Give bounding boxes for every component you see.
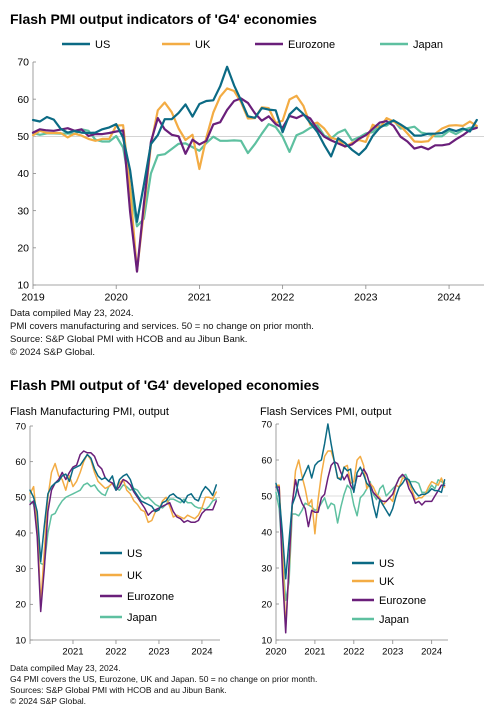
chart2-note-3: Sources: S&P Global PMI with HCOB and au… bbox=[10, 685, 227, 695]
chart3-title: Flash Services PMI, output bbox=[260, 406, 391, 418]
chart3-x-tick-label-2020: 2020 bbox=[265, 647, 286, 658]
chart1-plot: 10 20 30 40 50 60 70 2019 2020 2021 2022 2023 2024 bbox=[17, 57, 484, 304]
chart1-x-tick-label-2021: 2021 bbox=[188, 292, 212, 304]
chart2-y-tick-label-50: 50 bbox=[15, 493, 26, 504]
chart1-legend-label-japan: Japan bbox=[413, 39, 443, 51]
chart2-x-tick-label-2022: 2022 bbox=[105, 647, 126, 658]
chart1-title: Flash PMI output indicators of 'G4' econ… bbox=[10, 11, 317, 27]
chart1-note-3: Source: S&P Global PMI with HCOB and au … bbox=[10, 334, 248, 345]
chart2-y-tick-label-30: 30 bbox=[15, 564, 26, 575]
chart1-legend-label-eurozone: Eurozone bbox=[288, 39, 335, 51]
chart3-legend-label-us: US bbox=[379, 558, 394, 570]
chart2-x-tick-label-2021: 2021 bbox=[62, 647, 83, 658]
chart1-note-2: PMI covers manufacturing and services. 5… bbox=[10, 321, 314, 332]
chart2-y-tick-label-70: 70 bbox=[15, 421, 26, 432]
chart3-legend-label-eurozone: Eurozone bbox=[379, 595, 426, 607]
chart2-legend-label-uk: UK bbox=[127, 570, 143, 582]
chart2-y-tick-label-60: 60 bbox=[15, 457, 26, 468]
chart1-y-tick-label-10: 10 bbox=[17, 280, 29, 292]
chart1-legend-label-us: US bbox=[95, 39, 110, 51]
chart2-y-tick-label-10: 10 bbox=[15, 635, 26, 646]
chart1-y-tick-label-20: 20 bbox=[17, 243, 29, 255]
chart1-notes: Data compiled May 23, 2024. PMI covers m… bbox=[10, 307, 314, 359]
chart1-x-tick-label-2023: 2023 bbox=[354, 292, 378, 304]
chart2-note-1: Data compiled May 23, 2024. bbox=[10, 663, 121, 673]
chart2-title: Flash Manufacturing PMI, output bbox=[10, 406, 169, 418]
chart3-y-tick-label-20: 20 bbox=[261, 599, 272, 610]
chart2-notes: Data compiled May 23, 2024. G4 PMI cover… bbox=[10, 663, 317, 707]
chart1-legend: US UK Eurozone Japan bbox=[62, 39, 443, 51]
chart2-note-4: © 2024 S&P Global. bbox=[10, 696, 87, 706]
chart2-x-tick-label-2024: 2024 bbox=[191, 647, 212, 658]
chart1: 10 20 30 40 50 60 70 2019 2020 2021 2022 2023 2024 US… bbox=[17, 39, 484, 304]
chart2-y-tick-label-40: 40 bbox=[15, 528, 26, 539]
chart2-note-2: G4 PMI covers the US, Eurozone, UK and J… bbox=[10, 674, 318, 684]
chart3-series-uk bbox=[275, 450, 446, 629]
chart1-x-tick-label-2020: 2020 bbox=[105, 292, 129, 304]
chart1-x-tick-label-2024: 2024 bbox=[437, 292, 461, 304]
chart2-series-us bbox=[29, 453, 218, 563]
chart3-plot: 10 20 30 40 50 60 70 2020 2021 2022 2023 2024 bbox=[261, 419, 448, 658]
chart3-legend: US UK Eurozone Japan bbox=[352, 558, 426, 626]
chart2-manufacturing: 10 20 30 40 50 60 70 2021 2022 2023 2024 US UK Eurozo… bbox=[10, 406, 220, 658]
chart2-series-eurozone bbox=[29, 450, 218, 613]
chart1-y-tick-label-60: 60 bbox=[17, 94, 29, 106]
chart3-y-tick-label-40: 40 bbox=[261, 527, 272, 538]
chart3-x-tick-label-2023: 2023 bbox=[382, 647, 403, 658]
chart3-y-tick-label-30: 30 bbox=[261, 563, 272, 574]
chart1-series-us bbox=[31, 65, 478, 223]
chart3-y-tick-label-70: 70 bbox=[261, 419, 272, 430]
chart1-y-tick-label-30: 30 bbox=[17, 205, 29, 217]
chart3-legend-label-uk: UK bbox=[379, 576, 395, 588]
chart1-y-tick-label-50: 50 bbox=[17, 131, 29, 143]
chart3-series-eurozone bbox=[275, 461, 446, 634]
chart3-services: 10 20 30 40 50 60 70 2020 2021 2022 2023 2024 US UK Eu… bbox=[260, 406, 448, 658]
chart2-legend-label-eurozone: Eurozone bbox=[127, 591, 174, 603]
chart3-y-tick-label-60: 60 bbox=[261, 455, 272, 466]
chart3-x-tick-label-2021: 2021 bbox=[304, 647, 325, 658]
chart1-y-tick-label-70: 70 bbox=[17, 57, 29, 69]
section2-title: Flash PMI output of 'G4' developed econo… bbox=[10, 377, 320, 393]
chart2-legend-label-us: US bbox=[127, 548, 142, 560]
chart2-y-tick-label-20: 20 bbox=[15, 600, 26, 611]
chart1-note-1: Data compiled May 23, 2024. bbox=[10, 308, 134, 319]
chart3-y-tick-label-10: 10 bbox=[261, 635, 272, 646]
chart1-x-tick-label-2022: 2022 bbox=[271, 292, 295, 304]
chart2-plot: 10 20 30 40 50 60 70 2021 2022 2023 2024 bbox=[15, 421, 220, 658]
chart3-x-tick-label-2024: 2024 bbox=[421, 647, 442, 658]
chart2-x-tick-label-2023: 2023 bbox=[148, 647, 169, 658]
chart2-legend: US UK Eurozone Japan bbox=[100, 548, 174, 624]
chart1-x-tick-label-2019: 2019 bbox=[21, 292, 45, 304]
chart3-series-us bbox=[275, 423, 446, 580]
chart3-legend-label-japan: Japan bbox=[379, 614, 409, 626]
chart1-legend-label-uk: UK bbox=[195, 39, 211, 51]
chart1-series-eurozone bbox=[31, 97, 478, 273]
chart3-x-tick-label-2022: 2022 bbox=[343, 647, 364, 658]
chart1-note-4: © 2024 S&P Global. bbox=[10, 347, 95, 358]
chart1-y-tick-label-40: 40 bbox=[17, 168, 29, 180]
chart2-legend-label-japan: Japan bbox=[127, 612, 157, 624]
chart3-y-tick-label-50: 50 bbox=[261, 491, 272, 502]
